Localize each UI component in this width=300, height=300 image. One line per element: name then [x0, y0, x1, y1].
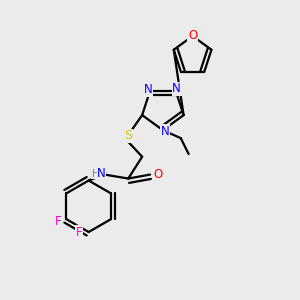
Text: F: F: [55, 214, 62, 228]
Text: N: N: [97, 167, 106, 180]
Text: N: N: [160, 125, 169, 138]
Text: O: O: [153, 168, 163, 181]
Text: N: N: [144, 83, 152, 96]
Text: F: F: [75, 226, 82, 238]
Text: N: N: [172, 82, 181, 95]
Text: S: S: [124, 129, 132, 142]
Text: H: H: [92, 169, 99, 178]
Text: O: O: [188, 28, 197, 42]
